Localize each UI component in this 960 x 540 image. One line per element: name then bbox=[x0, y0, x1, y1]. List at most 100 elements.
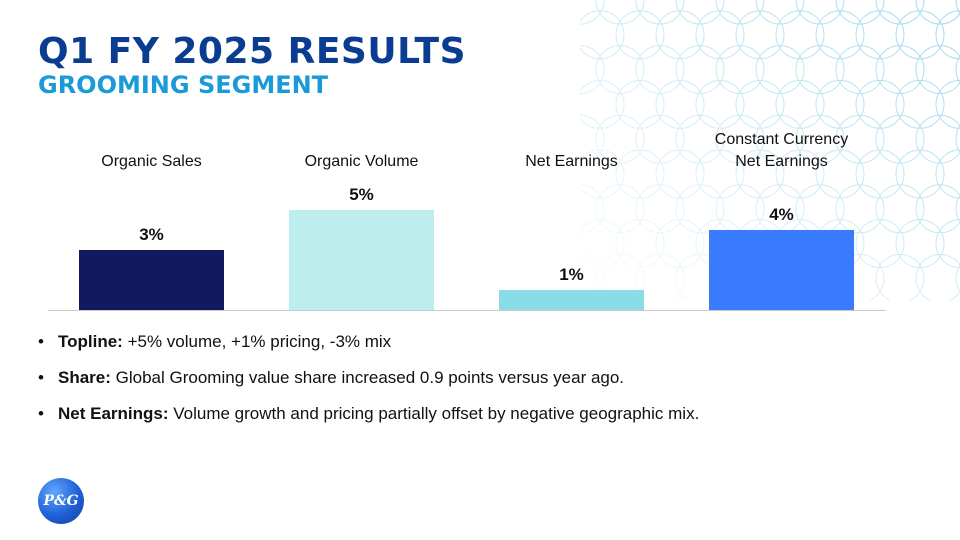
decor-circle bbox=[835, 0, 885, 25]
decor-circle bbox=[835, 114, 885, 164]
decor-circle bbox=[915, 45, 960, 95]
decor-circle bbox=[635, 0, 685, 25]
decor-circle bbox=[635, 45, 685, 95]
bullet-icon: • bbox=[38, 404, 44, 423]
decor-circle bbox=[955, 0, 960, 15]
bullet-net-earnings: • Net Earnings: Volume growth and pricing… bbox=[38, 404, 699, 424]
decor-circle bbox=[580, 149, 625, 199]
bar-4 bbox=[709, 230, 854, 310]
decor-circle bbox=[855, 10, 905, 60]
decor-circle bbox=[595, 0, 645, 25]
decor-circle bbox=[735, 79, 785, 129]
decor-circle bbox=[915, 0, 960, 25]
decor-circle bbox=[655, 149, 705, 199]
decor-circle bbox=[635, 184, 685, 234]
bullet-text: Volume growth and pricing partially offs… bbox=[168, 404, 700, 423]
decor-circle bbox=[815, 79, 865, 129]
decor-circle bbox=[875, 253, 925, 300]
decor-circle bbox=[580, 253, 605, 300]
decor-circle bbox=[955, 264, 960, 293]
decor-circle bbox=[675, 0, 725, 25]
decor-circle bbox=[935, 10, 960, 60]
decor-circle bbox=[795, 0, 845, 25]
bullet-icon: • bbox=[38, 368, 44, 387]
decor-circle bbox=[895, 219, 945, 269]
decor-circle bbox=[675, 184, 725, 234]
decor-circle bbox=[855, 79, 905, 129]
category-label-4: Net Earnings bbox=[735, 153, 828, 170]
decor-circle bbox=[955, 194, 960, 223]
decor-circle bbox=[615, 219, 665, 269]
category-label-2: Organic Volume bbox=[305, 153, 419, 170]
bar-3 bbox=[499, 290, 644, 310]
decor-circle bbox=[855, 149, 905, 199]
decor-circle bbox=[875, 184, 925, 234]
decor-circle bbox=[580, 184, 605, 234]
decor-circle bbox=[595, 253, 645, 300]
decor-circle bbox=[915, 114, 960, 164]
decor-circle bbox=[635, 114, 685, 164]
decor-circle bbox=[675, 114, 725, 164]
bullet-term: Topline: bbox=[58, 332, 123, 351]
decor-circle bbox=[815, 10, 865, 60]
decor-circle bbox=[915, 253, 960, 300]
decor-circle bbox=[915, 184, 960, 234]
decor-circle bbox=[695, 79, 745, 129]
category-label-4: Constant Currency bbox=[715, 131, 848, 148]
decor-circle bbox=[695, 149, 745, 199]
decor-circle bbox=[735, 10, 785, 60]
decor-circle bbox=[715, 0, 765, 25]
decor-circle bbox=[615, 10, 665, 60]
decor-circle bbox=[655, 79, 705, 129]
data-label-1: 3% bbox=[139, 225, 164, 244]
decor-circle bbox=[580, 219, 625, 269]
decor-circle bbox=[755, 45, 805, 95]
decor-circle bbox=[935, 219, 960, 269]
decor-circle bbox=[795, 45, 845, 95]
decor-circle bbox=[855, 219, 905, 269]
decor-circle bbox=[580, 45, 605, 95]
bar-chart: 3% Organic Sales 5% Organic Volume 1% Net Ear… bbox=[48, 131, 886, 311]
decor-circle bbox=[895, 10, 945, 60]
decor-circle bbox=[755, 0, 805, 25]
decor-circle bbox=[775, 10, 825, 60]
bullet-topline: • Topline: +5% volume, +1% pricing, -3% m… bbox=[38, 332, 699, 352]
decor-circle bbox=[895, 79, 945, 129]
decor-circle bbox=[715, 114, 765, 164]
decor-circle bbox=[735, 149, 785, 199]
decor-circle bbox=[655, 10, 705, 60]
decor-circle bbox=[615, 149, 665, 199]
decor-circle bbox=[615, 79, 665, 129]
page-subtitle: GROOMING SEGMENT bbox=[38, 71, 329, 99]
decor-circle bbox=[755, 114, 805, 164]
bullet-share: • Share: Global Grooming value share incr… bbox=[38, 368, 699, 388]
data-label-2: 5% bbox=[349, 185, 374, 204]
decor-circle bbox=[635, 253, 685, 300]
decor-circle bbox=[875, 114, 925, 164]
decor-circle bbox=[875, 0, 925, 25]
bullet-term: Share: bbox=[58, 368, 111, 387]
bar-1 bbox=[79, 250, 224, 310]
decor-circle bbox=[595, 184, 645, 234]
category-label-1: Organic Sales bbox=[101, 153, 202, 170]
decor-circle bbox=[695, 10, 745, 60]
decor-circle bbox=[835, 45, 885, 95]
decor-circle bbox=[580, 10, 625, 60]
data-label-4: 4% bbox=[769, 205, 794, 224]
decor-circle bbox=[935, 149, 960, 199]
decor-circle bbox=[935, 79, 960, 129]
category-label-3: Net Earnings bbox=[525, 153, 618, 170]
bar-2 bbox=[289, 210, 434, 310]
decor-circle bbox=[815, 149, 865, 199]
decor-circle bbox=[580, 79, 625, 129]
bullet-list: • Topline: +5% volume, +1% pricing, -3% m… bbox=[38, 332, 699, 440]
decor-circle bbox=[595, 114, 645, 164]
decor-circle bbox=[775, 149, 825, 199]
bullet-term: Net Earnings: bbox=[58, 404, 169, 423]
page-title: Q1 FY 2025 RESULTS bbox=[38, 31, 467, 72]
bullet-text: +5% volume, +1% pricing, -3% mix bbox=[122, 332, 392, 351]
decor-circle bbox=[580, 114, 605, 164]
decor-circle bbox=[775, 79, 825, 129]
decor-circle bbox=[955, 55, 960, 84]
bullet-text: Global Grooming value share increased 0.… bbox=[110, 368, 625, 387]
